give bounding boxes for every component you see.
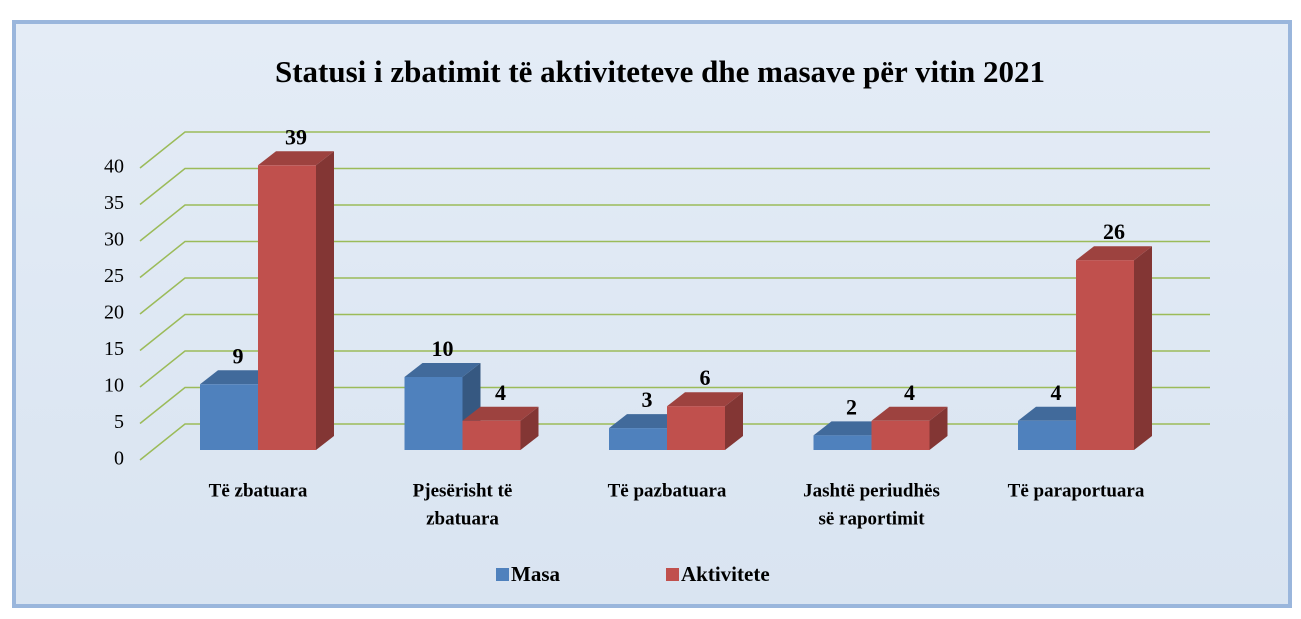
grid-line — [139, 350, 1210, 388]
bar — [667, 406, 725, 450]
x-tick-label: zbatuara — [426, 508, 499, 529]
grid-line — [139, 277, 1210, 315]
bar-side — [316, 151, 334, 451]
bar — [1018, 420, 1076, 450]
grid-line — [139, 167, 1210, 206]
data-label: 39 — [285, 124, 307, 149]
data-label: 4 — [495, 380, 506, 405]
bar-side — [1134, 246, 1152, 450]
x-tick-label: Të pazbatuara — [608, 480, 727, 501]
y-tick-label: 5 — [114, 411, 124, 433]
legend-label: Masa — [511, 562, 560, 586]
bar — [871, 420, 930, 450]
bar — [258, 165, 316, 451]
x-tick-label: Të paraportuara — [1008, 480, 1145, 501]
x-tick-label: Jashtë periudhës — [803, 480, 940, 501]
y-tick-label: 20 — [104, 302, 124, 324]
bar — [1076, 260, 1134, 450]
bar-top — [404, 363, 481, 377]
data-label: 4 — [1051, 380, 1062, 405]
y-tick-label: 0 — [114, 448, 124, 470]
y-tick-label: 25 — [104, 265, 124, 287]
data-label: 9 — [233, 343, 244, 368]
y-tick-label: 10 — [104, 375, 124, 397]
bar-top — [609, 414, 685, 429]
legend-swatch — [496, 568, 509, 581]
bar — [462, 420, 521, 450]
data-label: 2 — [846, 394, 857, 419]
grid-line — [139, 386, 1210, 425]
bar — [609, 428, 667, 450]
bar-top — [813, 421, 890, 436]
bar-top — [258, 151, 334, 166]
bar-top — [667, 392, 743, 407]
bar-side — [520, 406, 539, 450]
bar — [404, 377, 463, 450]
y-tick-label: 35 — [104, 192, 124, 214]
y-tick-label: 40 — [104, 156, 124, 178]
y-tick-label: 30 — [104, 229, 124, 251]
x-tick-label: së raportimit — [818, 508, 925, 529]
y-tick-label: 15 — [104, 338, 124, 360]
bar — [200, 384, 258, 450]
bar-side — [929, 406, 948, 450]
chart-title: Statusi i zbatimit të aktiviteteve dhe m… — [275, 54, 1045, 89]
grid-line — [139, 240, 1210, 279]
bar — [813, 435, 872, 450]
bar-side — [725, 392, 743, 450]
data-label: 26 — [1103, 219, 1125, 244]
grid-line — [139, 131, 1210, 169]
bar-top — [462, 406, 539, 421]
bar-top — [1076, 246, 1152, 261]
data-label: 10 — [432, 336, 454, 361]
bar-top — [200, 370, 276, 385]
bar-top — [1018, 406, 1094, 421]
x-tick-label: Të zbatuara — [209, 480, 308, 501]
data-label: 6 — [700, 365, 711, 390]
legend-label: Aktivitete — [681, 562, 770, 586]
x-tick-label: Pjesërisht të — [413, 480, 513, 501]
data-label: 4 — [904, 380, 915, 405]
data-label: 3 — [642, 387, 653, 412]
legend-swatch — [666, 568, 679, 581]
grid-line — [139, 313, 1210, 352]
grid-line — [139, 204, 1210, 242]
bar-top — [871, 406, 948, 421]
